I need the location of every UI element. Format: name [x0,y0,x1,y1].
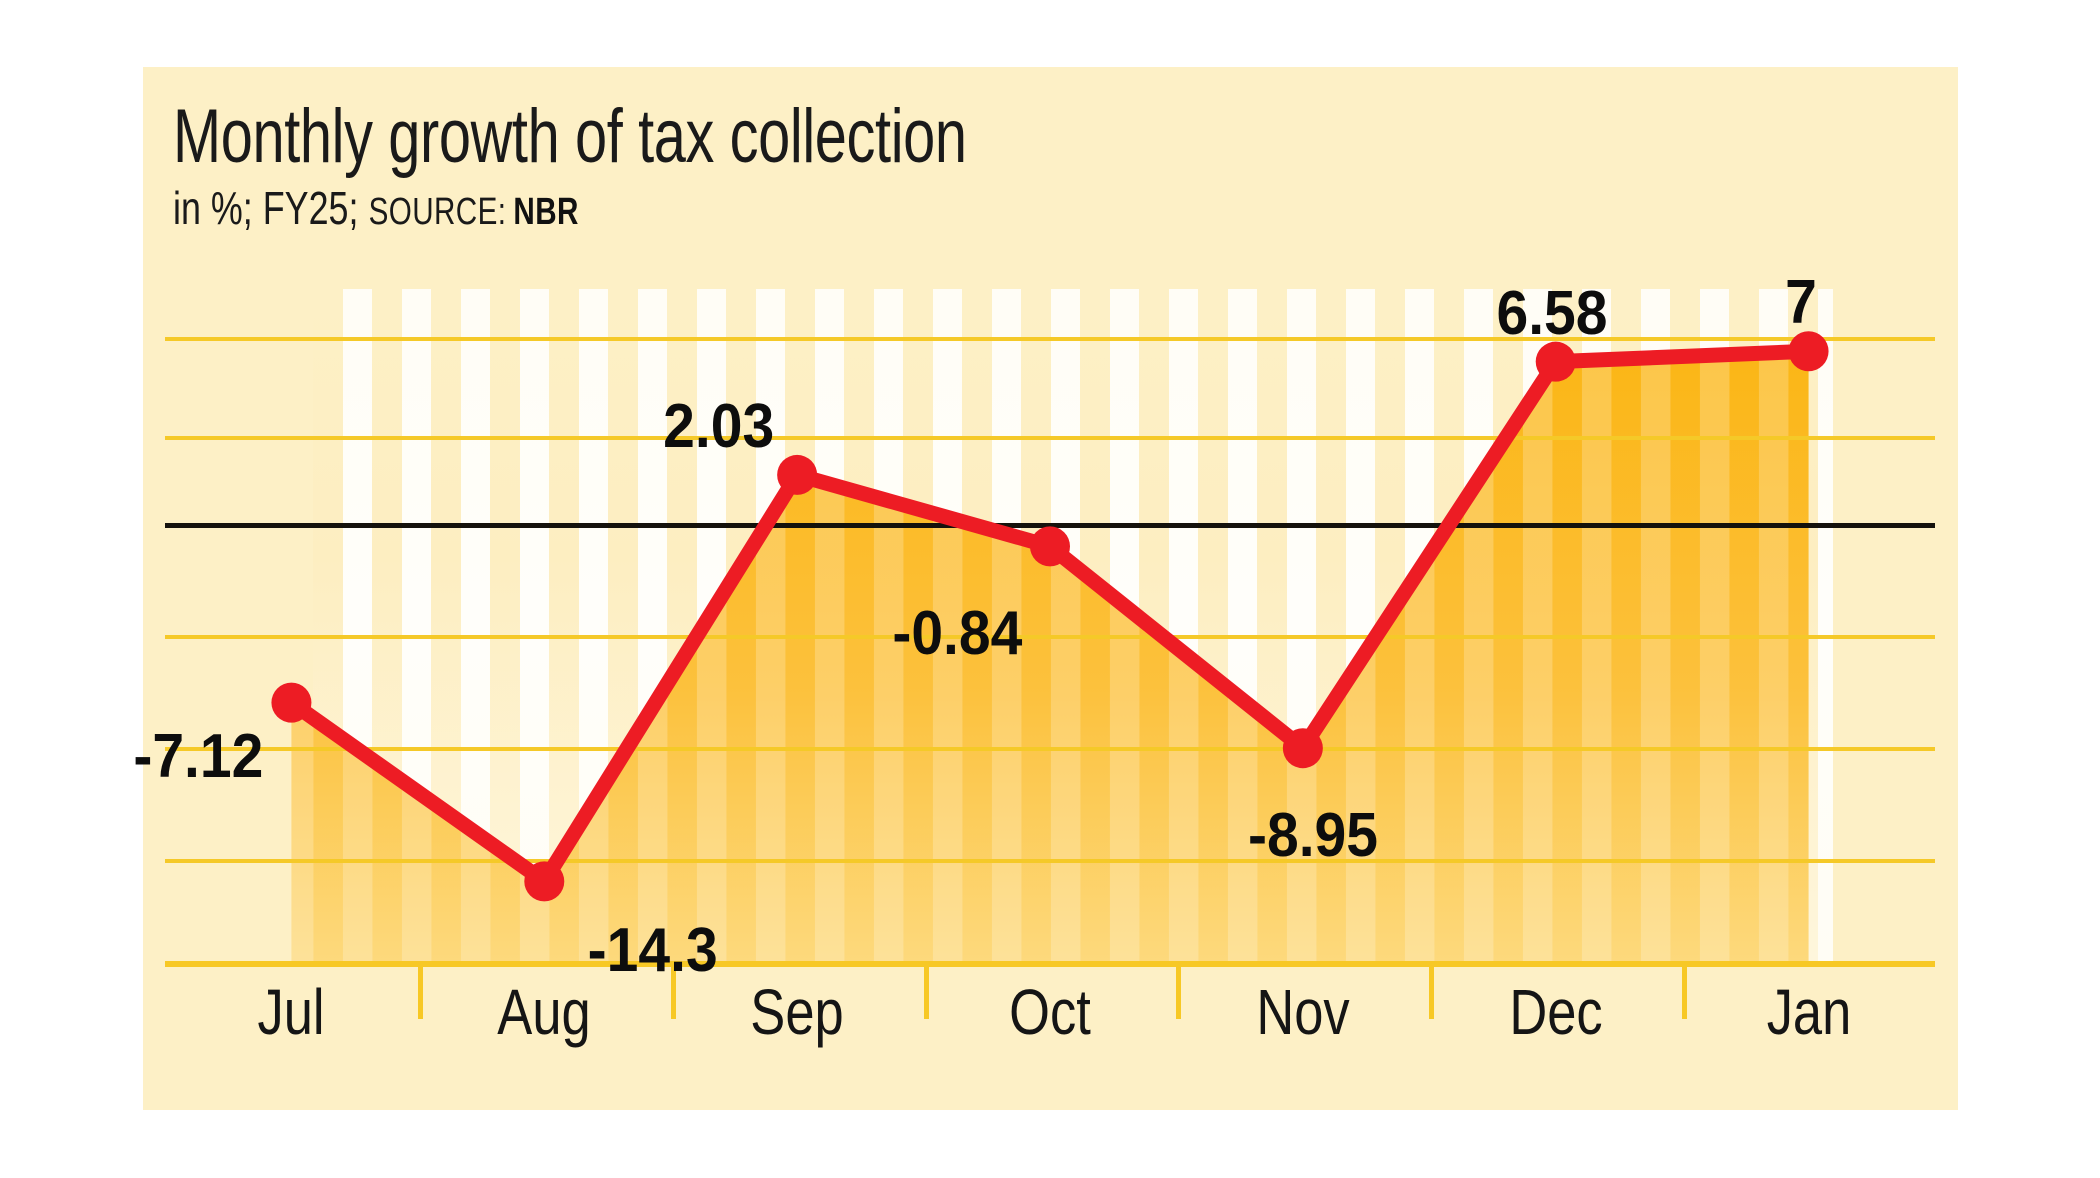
month-label-jan: Jan [1766,976,1851,1048]
data-line [271,331,1829,902]
data-label: 6.58 [1496,278,1608,348]
area-stripe-overlay [291,351,1809,961]
data-point-marker[interactable] [1030,526,1070,567]
background-stripe [1817,289,1833,961]
axis-tick [417,967,423,1019]
gridline [165,336,1935,341]
gridline [165,747,1935,752]
data-point-marker[interactable] [271,682,312,723]
zero-line [165,523,1935,529]
background-stripe [519,289,550,961]
month-label-aug: Aug [497,976,591,1048]
axis-tick [923,967,929,1019]
gridline [165,635,1935,640]
page-title: Monthly growth of tax collection [173,94,967,179]
plot-inner: -7.12 -14.3 2.03 -0.84 -8.95 6.58 7 [134,268,1935,985]
axis-tick [670,967,676,1019]
month-label-sep: Sep [750,976,844,1048]
subtitle-source-label: SOURCE: [368,191,507,233]
data-label: -14.3 [587,916,718,986]
month-label-dec: Dec [1509,976,1603,1048]
plot-area: -7.12 -14.3 2.03 -0.84 -8.95 6.58 7 [134,268,1935,985]
month-label-jul: Jul [257,976,325,1048]
data-point-marker[interactable] [1788,331,1829,372]
data-point-marker[interactable] [1282,728,1323,769]
line-path [283,343,1817,889]
x-axis-line [165,961,1935,967]
axis-tick [1176,967,1182,1019]
subtitle-source-value: NBR [513,191,579,233]
month-label-nov: Nov [1256,976,1350,1048]
gridline [165,436,1935,441]
data-label: 7 [1784,268,1817,338]
data-label: -0.84 [892,599,1023,669]
data-point-marker[interactable] [1535,341,1576,382]
axis-tick [1682,967,1688,1019]
gridline [165,859,1935,864]
data-label: 2.03 [663,391,775,461]
month-label-oct: Oct [1009,976,1091,1048]
data-label: -8.95 [1247,801,1378,871]
axis-tick [1429,967,1435,1019]
x-axis [165,961,1935,1019]
chart-header: Monthly growth of tax collection in %; F… [173,97,1217,235]
data-point-marker[interactable] [777,454,818,495]
data-label: -7.12 [133,721,264,791]
area-fill [291,351,1809,961]
subtitle-units: in %; FY25; [173,182,359,234]
chart-subtitle: in %; FY25; SOURCE: NBR [173,181,988,235]
data-point-marker[interactable] [524,861,565,902]
x-axis-labels: Jul Aug Sep Oct Nov Dec Jan [165,975,1935,1065]
chart-card: Monthly growth of tax collection in %; F… [134,67,1958,1110]
